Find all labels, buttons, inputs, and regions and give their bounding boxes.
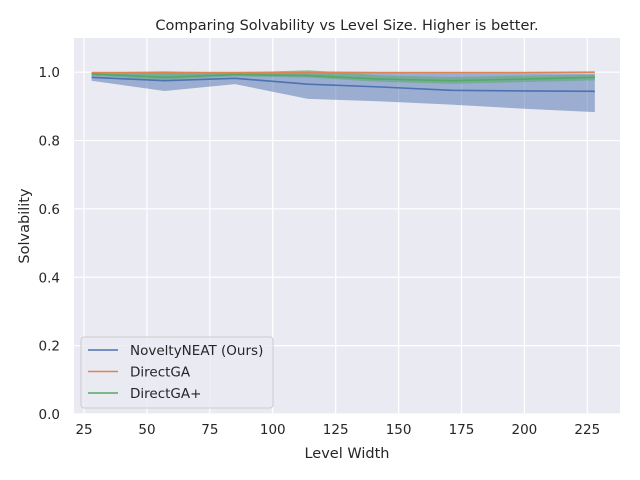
x-tick-label: 100 xyxy=(260,422,286,438)
x-tick-label: 225 xyxy=(574,422,600,438)
x-tick-label: 75 xyxy=(201,422,218,438)
x-tick-label: 175 xyxy=(449,422,475,438)
legend-box xyxy=(80,336,274,409)
x-tick-label: 125 xyxy=(323,422,349,438)
x-tick-label: 200 xyxy=(511,422,537,438)
series-line-2 xyxy=(91,73,595,82)
y-tick-label: 0.6 xyxy=(39,202,60,218)
x-tick-label: 150 xyxy=(386,422,412,438)
y-tick-label: 1.0 xyxy=(39,65,60,81)
y-tick-label: 0.0 xyxy=(39,407,60,423)
tick-labels: 25 50 75 100 125 150 175 200 225 0.0 0.2 0.4 0.6 0.8 1… xyxy=(39,65,601,438)
y-tick-label: 0.4 xyxy=(39,270,60,286)
series-lines xyxy=(91,71,595,93)
legend-label: NoveltyNEAT (Ours) xyxy=(130,343,263,359)
x-tick-label: 25 xyxy=(75,422,92,438)
legend-label: DirectGA xyxy=(130,365,191,381)
x-tick-label: 50 xyxy=(138,422,155,438)
y-tick-label: 0.2 xyxy=(39,339,60,355)
y-tick-label: 0.8 xyxy=(39,134,60,150)
series-line-0 xyxy=(91,76,595,93)
chart-title: Comparing Solvability vs Level Size. Hig… xyxy=(155,18,538,34)
legend-label: DirectGA+ xyxy=(130,386,201,402)
x-axis-title: Level Width xyxy=(304,446,389,462)
y-axis-title: Solvability xyxy=(17,188,33,264)
legend: NoveltyNEAT (Ours) DirectGA DirectGA+ xyxy=(80,336,274,409)
